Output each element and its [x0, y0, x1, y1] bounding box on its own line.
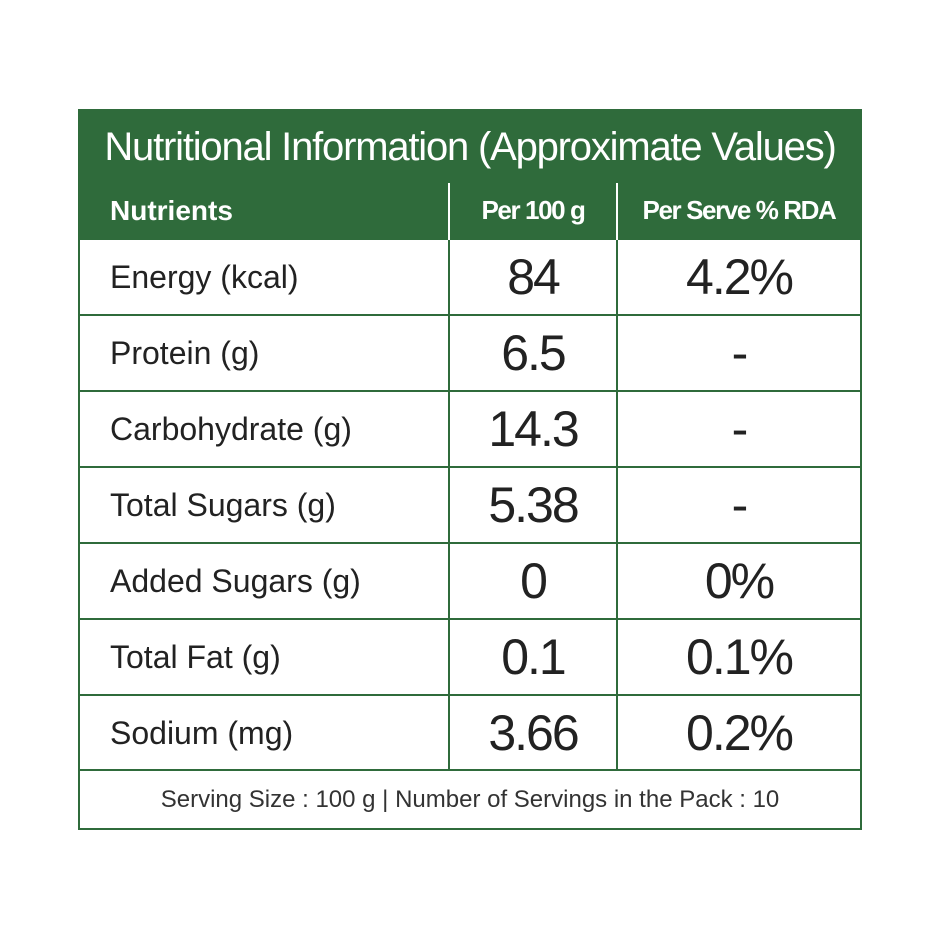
nutrient-label: Added Sugars (g)	[80, 542, 449, 619]
nutrient-label: Carbohydrate (g)	[80, 390, 449, 467]
nutrition-panel: Nutritional Information (Approximate Val…	[78, 109, 862, 830]
rda-value: -	[616, 466, 860, 543]
rda-value: 0.1%	[616, 618, 860, 695]
per-100g-value: 14.3	[448, 390, 617, 467]
header-per-100g: Per 100 g	[448, 183, 617, 239]
per-100g-value: 5.38	[448, 466, 617, 543]
table-row: Total Sugars (g) 5.38 -	[80, 466, 860, 543]
table-row: Sodium (mg) 3.66 0.2%	[80, 694, 860, 770]
nutrient-label: Energy (kcal)	[80, 238, 449, 315]
rda-value: 4.2%	[616, 238, 860, 315]
serving-info: Serving Size : 100 g | Number of Serving…	[80, 769, 860, 828]
per-100g-value: 0	[448, 542, 617, 619]
per-100g-value: 6.5	[448, 314, 617, 391]
rda-value: 0.2%	[616, 694, 860, 770]
table-row: Protein (g) 6.5 -	[80, 314, 860, 391]
table-row: Carbohydrate (g) 14.3 -	[80, 390, 860, 467]
nutrient-label: Protein (g)	[80, 314, 449, 391]
nutrient-label: Total Sugars (g)	[80, 466, 449, 543]
table-header-row: Nutrients Per 100 g Per Serve % RDA	[80, 183, 860, 239]
per-100g-value: 3.66	[448, 694, 617, 770]
per-100g-value: 0.1	[448, 618, 617, 695]
table-row: Total Fat (g) 0.1 0.1%	[80, 618, 860, 695]
table-row: Energy (kcal) 84 4.2%	[80, 238, 860, 315]
table-row: Added Sugars (g) 0 0%	[80, 542, 860, 619]
rda-value: -	[616, 390, 860, 467]
nutrition-table: Nutrients Per 100 g Per Serve % RDA Ener…	[80, 183, 860, 770]
rda-value: 0%	[616, 542, 860, 619]
header-nutrients: Nutrients	[80, 183, 449, 239]
rda-value: -	[616, 314, 860, 391]
nutrition-title: Nutritional Information (Approximate Val…	[80, 111, 860, 183]
per-100g-value: 84	[448, 238, 617, 315]
header-per-serve-rda: Per Serve % RDA	[616, 183, 860, 239]
nutrient-label: Total Fat (g)	[80, 618, 449, 695]
nutrient-label: Sodium (mg)	[80, 694, 449, 770]
